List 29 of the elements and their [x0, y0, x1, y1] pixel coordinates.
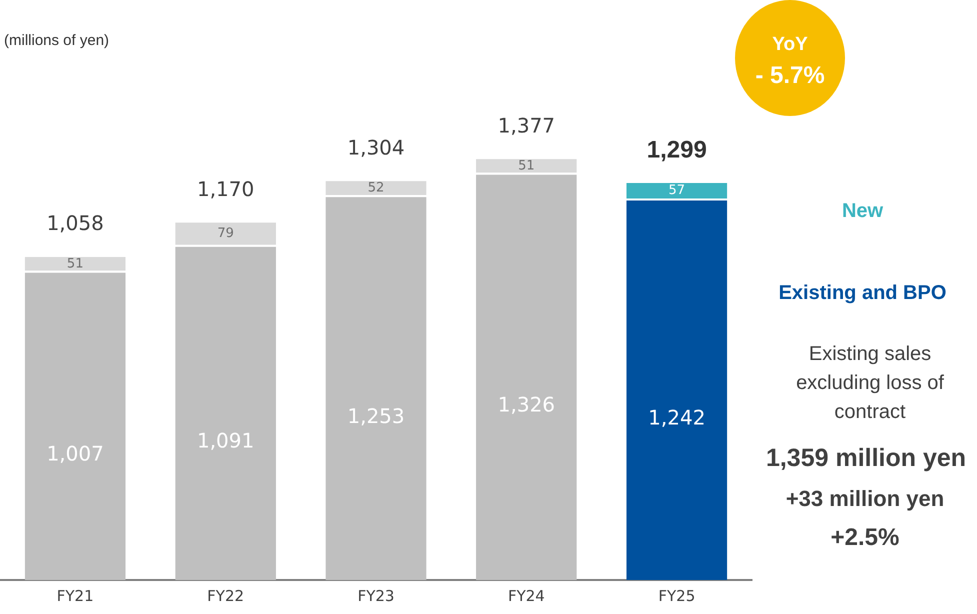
data-label: 1,091 [196, 428, 254, 453]
x-tick-label: FY21 [56, 586, 94, 605]
data-label: 1,326 [498, 392, 556, 417]
data-label: 51 [518, 158, 535, 174]
text: Existing sales excluding loss of contract [795, 342, 945, 425]
data-label: 1,253 [347, 404, 405, 428]
text: Existing and BPO [778, 282, 948, 305]
data-label: 1,007 [46, 442, 104, 466]
total-label: 1,170 [196, 176, 254, 201]
text: (millions of yen) [4, 32, 110, 49]
total-label: 1,304 [347, 135, 405, 160]
total-label: 1,058 [46, 211, 104, 236]
text: New [840, 200, 884, 223]
x-tick-label: FY22 [207, 586, 244, 605]
data-label: 52 [368, 180, 384, 196]
text: - 5.7% [754, 62, 826, 90]
data-label: 51 [66, 256, 84, 272]
data-label: 57 [668, 183, 686, 198]
data-label: 79 [217, 226, 234, 242]
x-tick-label: FY23 [358, 586, 394, 605]
total-label: 1,377 [498, 113, 556, 138]
text: 1,359 million yen [764, 444, 968, 473]
text: YoY [771, 34, 809, 56]
x-tick-label: FY24 [508, 586, 545, 605]
x-tick-label: FY25 [658, 586, 696, 605]
data-label: 1,242 [648, 405, 706, 430]
total-label: 1,299 [646, 136, 707, 164]
text: +2.5% [830, 524, 900, 552]
text: +33 million yen [784, 486, 946, 512]
